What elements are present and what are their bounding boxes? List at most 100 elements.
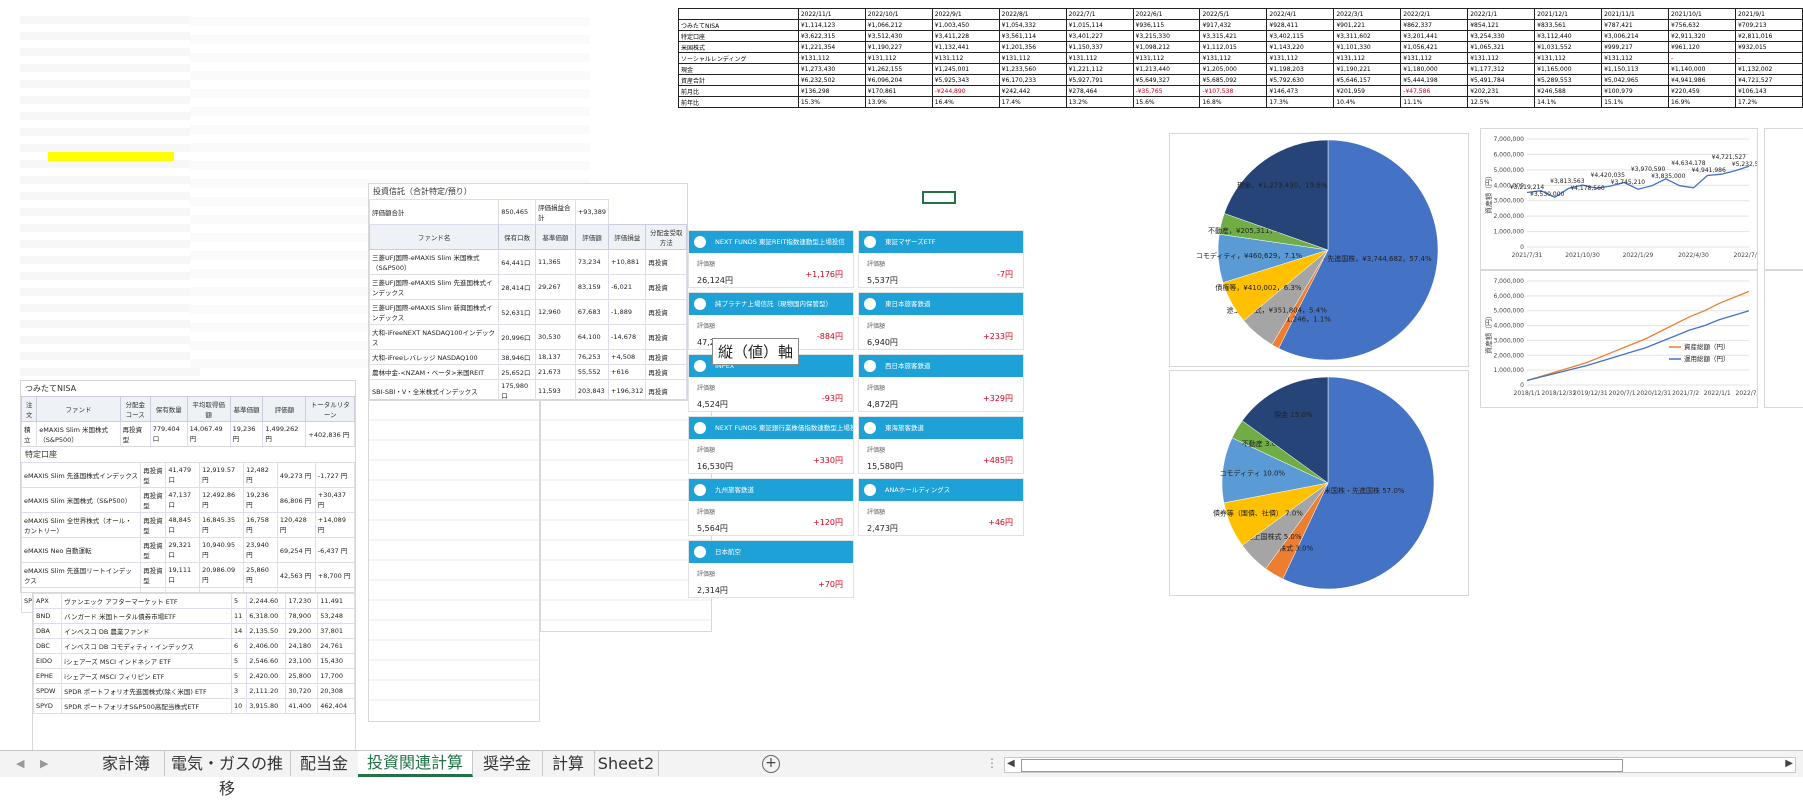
value-cell[interactable]: ¥220,459: [1668, 85, 1736, 97]
date-header-cell[interactable]: 2022/11/1: [797, 8, 866, 20]
date-header-cell[interactable]: 2021/12/1: [1534, 8, 1603, 20]
table-cell[interactable]: 積立: [20, 421, 38, 447]
ticker-name-link[interactable]: インベスコ DB コモディティ・インデックス: [61, 638, 232, 654]
fund-name-link[interactable]: eMAXIS Slim 米国株式（S&P500）: [36, 421, 121, 447]
row-label-cell[interactable]: 現金: [678, 63, 799, 75]
value-cell[interactable]: 16.9%: [1668, 96, 1736, 108]
row-label-cell[interactable]: ソーシャルレンディング: [678, 52, 799, 64]
value-cell[interactable]: ¥131,112: [797, 52, 866, 64]
value-cell[interactable]: ¥1,213,440: [1132, 63, 1201, 75]
value-cell[interactable]: 13.9%: [864, 96, 933, 108]
ticker-name-link[interactable]: バンガード 米国トータル債券市場ETF: [61, 608, 232, 624]
value-cell[interactable]: ¥5,444,198: [1400, 74, 1469, 86]
value-cell[interactable]: ¥3,411,228: [931, 30, 1000, 42]
series-line[interactable]: [1526, 310, 1750, 382]
date-header-cell[interactable]: 2022/8/1: [998, 8, 1067, 20]
fund-name-link[interactable]: 大和-iFreeレバレッジ NASDAQ100: [368, 349, 500, 365]
value-cell[interactable]: 10.4%: [1333, 96, 1402, 108]
fund-name-link[interactable]: 三菱UFJ国際-eMAXIS Slim 米国株式（S&P500）: [368, 249, 500, 275]
pie-chart-target-svg[interactable]: 米国株・先進国株 57.0% 日本株式 3.0% 途上国株式 5.0% 債券等（国債、…: [1170, 371, 1468, 595]
date-header-cell[interactable]: 2022/1/1: [1467, 8, 1536, 20]
value-cell[interactable]: ¥1,098,212: [1132, 41, 1201, 53]
pie-chart-actual-svg[interactable]: 米国株・先進国株，¥3,744,682，57.4% 日本株，¥71,246，1.1…: [1170, 134, 1468, 366]
value-cell[interactable]: ¥3,112,440: [1534, 30, 1603, 42]
value-cell[interactable]: ¥246,588: [1534, 85, 1603, 97]
value-cell[interactable]: ¥5,925,343: [931, 74, 1000, 86]
holding-card[interactable]: 東日本旅客鉄道 評価額 6,940円 +233円: [858, 292, 1024, 350]
value-cell[interactable]: ¥3,311,602: [1333, 30, 1402, 42]
ticker-name-link[interactable]: ヴァンエック アフターマーケット ETF: [61, 593, 232, 609]
value-cell[interactable]: ¥131,112: [931, 52, 1000, 64]
fund-name-link[interactable]: eMAXIS Slim 米国株式（S&P500）: [20, 487, 142, 513]
date-header-cell[interactable]: 2022/9/1: [931, 8, 1000, 20]
value-cell[interactable]: ¥278,464: [1065, 85, 1134, 97]
row-label-cell[interactable]: 前月比: [678, 85, 799, 97]
holding-card[interactable]: 東海旅客鉄道 評価額 15,580円 +485円: [858, 416, 1024, 474]
value-cell[interactable]: ¥242,442: [998, 85, 1067, 97]
value-cell[interactable]: ¥3,402,115: [1266, 30, 1335, 42]
value-cell[interactable]: -: [1734, 52, 1803, 64]
value-cell[interactable]: ¥136,298: [797, 85, 866, 97]
value-cell[interactable]: 12.5%: [1467, 96, 1536, 108]
value-cell[interactable]: ¥1,143,220: [1266, 41, 1335, 53]
ticker-name-link[interactable]: SPDR ポートフォリオ先進国株式(除く米国) ETF: [61, 683, 232, 699]
spreadsheet-grid[interactable]: 2022/11/1 2022/10/1 2022/9/1 2022/8/1 2022/7…: [0, 0, 1803, 750]
value-cell[interactable]: ¥131,112: [1534, 52, 1603, 64]
fund-name-link[interactable]: SBI-SBI・V・全米株式インデックス: [368, 379, 500, 403]
value-cell[interactable]: -: [1668, 52, 1736, 64]
value-cell[interactable]: -¥107,538: [1199, 85, 1268, 97]
value-cell[interactable]: ¥1,165,000: [1534, 63, 1603, 75]
value-cell[interactable]: ¥1,054,332: [998, 19, 1067, 31]
value-cell[interactable]: ¥756,632: [1668, 19, 1736, 31]
holding-card[interactable]: 西日本旅客鉄道 評価額 4,872円 +329円: [858, 354, 1024, 412]
value-cell[interactable]: ¥3,201,441: [1400, 30, 1469, 42]
add-sheet-button[interactable]: +: [762, 755, 780, 773]
value-cell[interactable]: ¥1,112,015: [1199, 41, 1268, 53]
date-header-cell[interactable]: 2021/9/1: [1734, 8, 1803, 20]
line-chart-history-svg[interactable]: 7,000,000 6,000,000 5,000,000 4,000,000 3,00…: [1481, 271, 1763, 407]
value-cell[interactable]: ¥100,979: [1601, 85, 1670, 97]
value-cell[interactable]: -¥244,890: [931, 85, 1000, 97]
value-cell[interactable]: ¥131,112: [1601, 52, 1670, 64]
value-cell[interactable]: ¥170,861: [864, 85, 933, 97]
next-sheet-icon[interactable]: ▶: [40, 757, 49, 770]
sheet-tab[interactable]: 投資関連計算: [358, 751, 473, 777]
holding-card[interactable]: 東証マザーズETF 評価額 5,537円 -7円: [858, 230, 1024, 288]
pie-chart-actual[interactable]: 米国株・先進国株，¥3,744,682，57.4% 日本株，¥71,246，1.1…: [1169, 133, 1469, 367]
value-cell[interactable]: ¥854,121: [1467, 19, 1536, 31]
value-cell[interactable]: ¥1,273,430: [797, 63, 866, 75]
ticker-name-link[interactable]: iシェアーズ MSCI インドネシア ETF: [61, 653, 232, 669]
value-cell[interactable]: ¥202,231: [1467, 85, 1536, 97]
value-cell[interactable]: ¥999,217: [1601, 41, 1670, 53]
value-cell[interactable]: ¥106,143: [1734, 85, 1803, 97]
value-cell[interactable]: ¥131,112: [1132, 52, 1201, 64]
value-cell[interactable]: ¥1,101,330: [1333, 41, 1402, 53]
scroll-left-icon[interactable]: ◀: [1007, 758, 1015, 769]
sheet-tab[interactable]: 家計簿: [88, 751, 165, 776]
date-header-cell[interactable]: 2021/11/1: [1601, 8, 1670, 20]
date-header-cell[interactable]: 2022/10/1: [864, 8, 933, 20]
value-cell[interactable]: ¥1,150,113: [1601, 63, 1670, 75]
value-cell[interactable]: ¥201,959: [1333, 85, 1402, 97]
fund-name-link[interactable]: eMAXIS Neo 自動運転: [20, 537, 142, 563]
value-cell[interactable]: ¥2,911,320: [1668, 30, 1736, 42]
value-cell[interactable]: ¥1,201,356: [998, 41, 1067, 53]
ticker-name-link[interactable]: インベスコ DB 農業ファンド: [61, 623, 232, 639]
value-cell[interactable]: ¥4,721,527: [1734, 74, 1803, 86]
value-cell[interactable]: ¥1,066,212: [864, 19, 933, 31]
value-cell[interactable]: ¥1,140,000: [1668, 63, 1736, 75]
value-cell[interactable]: ¥901,221: [1333, 19, 1402, 31]
value-cell[interactable]: ¥5,649,327: [1132, 74, 1201, 86]
value-cell[interactable]: ¥131,112: [1266, 52, 1335, 64]
holding-card[interactable]: NEXT FUNDS 東証銀行業株価指数連動型上場投信 評価額 16,530円 +33…: [688, 416, 854, 474]
value-cell[interactable]: ¥1,205,000: [1199, 63, 1268, 75]
value-cell[interactable]: ¥1,233,560: [998, 63, 1067, 75]
holding-card[interactable]: ANAホールディングス 評価額 2,473円 +46円: [858, 478, 1024, 536]
pie-slice[interactable]: [1278, 139, 1439, 361]
prev-sheet-icon[interactable]: ◀: [16, 757, 25, 770]
value-cell[interactable]: ¥1,056,421: [1400, 41, 1469, 53]
value-cell[interactable]: ¥1,132,441: [931, 41, 1000, 53]
pie-slice[interactable]: [1241, 376, 1329, 484]
value-cell[interactable]: ¥5,927,791: [1065, 74, 1134, 86]
value-cell[interactable]: ¥2,811,016: [1734, 30, 1803, 42]
